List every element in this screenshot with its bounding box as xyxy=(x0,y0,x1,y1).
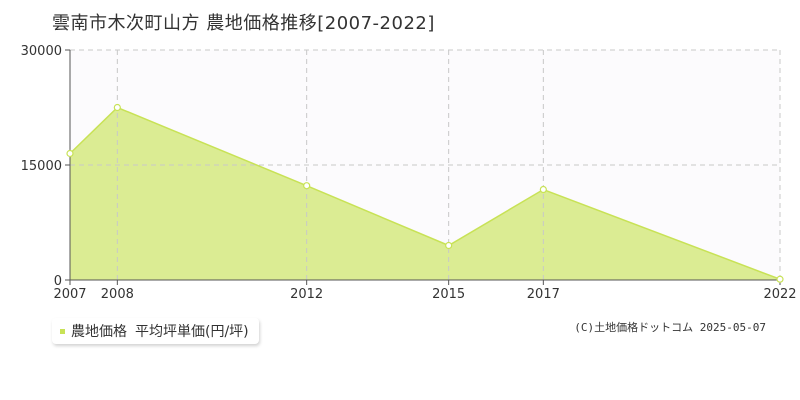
x-tick-label: 2022 xyxy=(763,287,796,302)
x-tick-label: 2007 xyxy=(53,287,86,302)
y-tick-label: 0 xyxy=(54,274,62,289)
legend-series-name: 農地価格 xyxy=(71,324,127,340)
x-tick-label: 2008 xyxy=(101,287,134,302)
data-point xyxy=(776,275,784,283)
copyright-text: (C)土地価格ドットコム 2025-05-07 xyxy=(574,321,766,334)
y-tick-label: 30000 xyxy=(21,44,62,59)
legend-unit-label: 平均坪単価(円/坪) xyxy=(135,324,249,340)
legend: 農地価格 平均坪単価(円/坪) xyxy=(52,318,259,344)
data-point xyxy=(66,149,74,158)
legend-marker xyxy=(60,328,65,334)
data-point xyxy=(445,241,453,250)
x-tick-label: 2015 xyxy=(432,287,465,302)
data-point xyxy=(303,182,311,190)
area-fill xyxy=(70,107,780,280)
y-tick-label: 15000 xyxy=(21,159,62,174)
x-tick-label: 2017 xyxy=(527,287,560,302)
data-point xyxy=(539,185,547,194)
chart-title: 雲南市木次町山方 農地価格推移[2007-2022] xyxy=(52,13,435,34)
x-tick-label: 2012 xyxy=(290,287,323,302)
data-point xyxy=(113,103,121,112)
series-line xyxy=(69,106,781,280)
